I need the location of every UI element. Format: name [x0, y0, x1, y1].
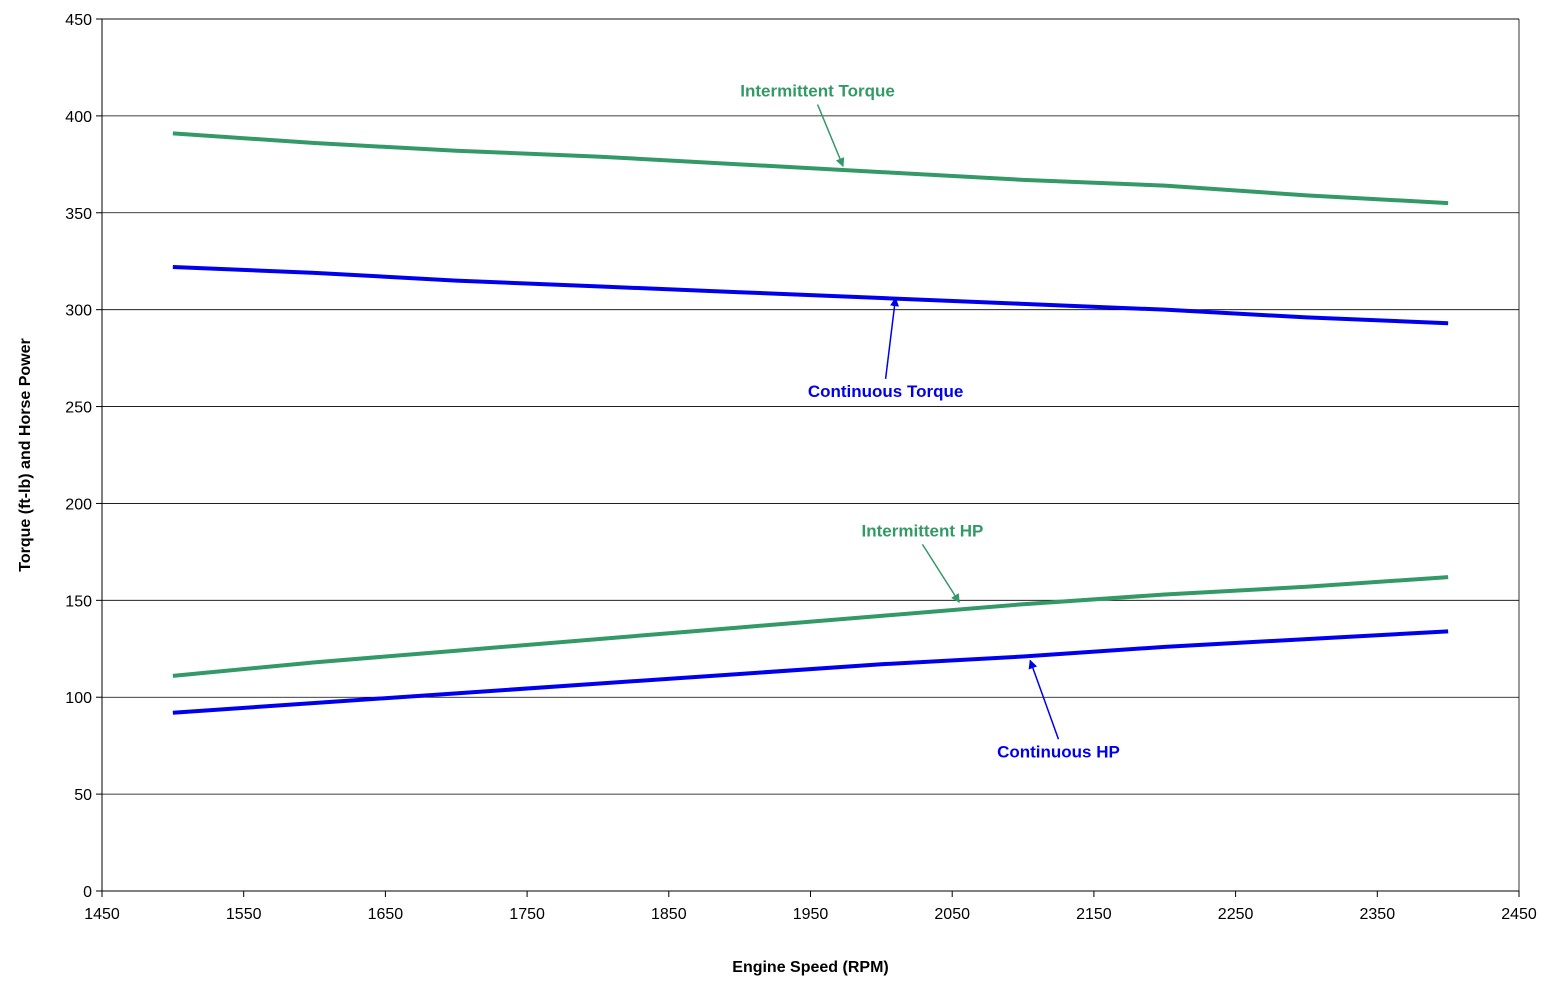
y-tick-label: 300	[65, 303, 92, 320]
y-tick-label: 150	[65, 593, 92, 610]
x-tick-label: 2150	[1076, 906, 1112, 923]
x-tick-label: 2350	[1360, 906, 1396, 923]
x-tick-label: 2250	[1218, 906, 1254, 923]
y-axis-title: Torque (ft-lb) and Horse Power	[17, 338, 34, 571]
x-tick-label: 1650	[368, 906, 404, 923]
annotation-arrow-continuous-torque	[884, 297, 899, 379]
annotation-arrow-intermittent-torque	[816, 104, 845, 168]
y-tick-label: 250	[65, 400, 92, 417]
annotation-arrow-intermittent-hp	[921, 543, 960, 604]
x-axis-title: Engine Speed (RPM)	[732, 959, 888, 976]
annotation-label-continuous-torque: Continuous Torque	[808, 382, 964, 401]
x-tick-label: 1750	[509, 906, 545, 923]
y-tick-label: 0	[83, 884, 92, 901]
x-tick-label: 1850	[651, 906, 687, 923]
annotation-label-intermittent-hp: Intermittent HP	[862, 521, 984, 540]
y-tick-label: 50	[74, 787, 92, 804]
x-tick-label: 1450	[84, 906, 120, 923]
series-line-intermittent-torque	[172, 131, 1449, 206]
gridlines	[102, 18, 1519, 795]
y-tick-label: 450	[65, 12, 92, 29]
annotation-label-continuous-hp: Continuous HP	[997, 742, 1120, 761]
y-tick-label: 400	[65, 109, 92, 126]
x-tick-label: 1950	[793, 906, 829, 923]
annotation-arrow-continuous-hp	[1028, 659, 1060, 740]
y-tick-label: 350	[65, 206, 92, 223]
y-tick-label: 100	[65, 690, 92, 707]
series-line-intermittent-hp	[172, 575, 1449, 678]
series-line-continuous-hp	[172, 629, 1449, 715]
x-tick-label: 2050	[934, 906, 970, 923]
series-line-continuous-torque	[172, 265, 1449, 326]
axes: 0 50 100 150 200 250 300 350 400 450 1450 1550 1650 1…	[65, 12, 1537, 923]
y-tick-label: 200	[65, 496, 92, 513]
annotation-label-intermittent-torque: Intermittent Torque	[740, 82, 895, 101]
x-tick-label: 1550	[226, 906, 262, 923]
annotations: Intermittent Torque Continuous Torque Inte…	[740, 82, 1120, 762]
x-tick-label: 2450	[1501, 906, 1537, 923]
series-lines	[172, 131, 1449, 715]
